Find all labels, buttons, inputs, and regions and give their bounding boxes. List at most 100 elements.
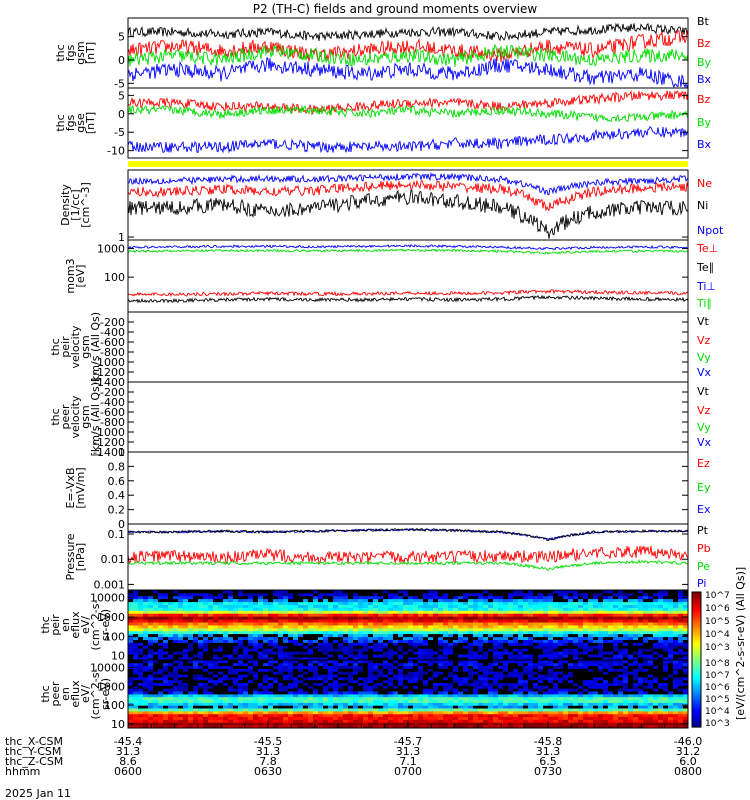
heatmap-cell <box>373 648 379 652</box>
heatmap-cell <box>173 625 179 629</box>
heatmap-cell <box>338 604 344 608</box>
heatmap-cell <box>388 642 394 646</box>
legend-Te∥: Te∥ <box>696 261 714 274</box>
heatmap-cell <box>673 708 679 712</box>
heatmap-cell <box>298 616 304 620</box>
heatmap-cell <box>623 636 629 640</box>
heatmap-cell <box>378 636 384 640</box>
heatmap-cell <box>538 642 544 646</box>
heatmap-cell <box>298 642 304 646</box>
heatmap-cell <box>453 613 459 617</box>
heatmap-cell <box>218 622 224 626</box>
heatmap-cell <box>443 619 449 623</box>
heatmap-cell <box>143 610 149 614</box>
heatmap-cell <box>333 699 339 703</box>
heatmap-cell <box>353 642 359 646</box>
heatmap-cell <box>213 722 219 726</box>
heatmap-cell <box>378 711 384 715</box>
heatmap-cell <box>458 610 464 614</box>
y-tick-label: 0.1 <box>108 528 126 541</box>
heatmap-cell <box>158 694 164 698</box>
heatmap-cell <box>418 651 424 655</box>
heatmap-cell <box>608 654 614 658</box>
heatmap-cell <box>268 645 274 649</box>
heatmap-cell <box>603 713 609 717</box>
heatmap-cell <box>218 716 224 720</box>
heatmap-cell <box>498 688 504 692</box>
y-axis-label-line: thc <box>39 616 52 633</box>
heatmap-cell <box>183 694 189 698</box>
panel-peer_vel: -200-400-600-800-1000-1200-1400thcpeerve… <box>49 378 712 459</box>
heatmap-cell <box>313 713 319 717</box>
heatmap-cell <box>463 595 469 600</box>
heatmap-cell <box>548 642 554 646</box>
heatmap-cell <box>638 696 644 700</box>
heatmap-cell <box>673 639 679 643</box>
heatmap-cell <box>408 725 414 729</box>
heatmap-cell <box>373 674 379 678</box>
heatmap-cell <box>223 688 229 692</box>
heatmap-cell <box>468 651 474 655</box>
heatmap-cell <box>468 691 474 695</box>
heatmap-cell <box>163 616 169 620</box>
heatmap-cell <box>383 685 389 689</box>
heatmap-cell <box>273 716 279 720</box>
legend-Te⊥: Te⊥ <box>696 242 718 255</box>
heatmap-cell <box>318 636 324 640</box>
heatmap-cell <box>183 595 189 600</box>
heatmap-cell <box>563 592 569 597</box>
heatmap-cell <box>303 598 309 603</box>
heatmap-cell <box>508 711 514 715</box>
heatmap-cell <box>333 595 339 600</box>
heatmap-cell <box>173 699 179 703</box>
heatmap-cell <box>573 607 579 611</box>
heatmap-cell <box>663 648 669 652</box>
heatmap-cell <box>193 610 199 614</box>
heatmap-cell <box>263 716 269 720</box>
heatmap-cell <box>133 694 139 698</box>
heatmap-cell <box>408 716 414 720</box>
heatmap-cell <box>178 696 184 700</box>
heatmap-cell <box>558 711 564 715</box>
heatmap-cell <box>343 625 349 629</box>
heatmap-cell <box>148 607 154 611</box>
heatmap-cell <box>268 694 274 698</box>
heatmap-cell <box>678 633 684 638</box>
heatmap-cell <box>308 691 314 695</box>
heatmap-cell <box>563 682 569 686</box>
heatmap-cell <box>238 625 244 629</box>
heatmap-cell <box>238 642 244 646</box>
heatmap-cell <box>403 688 409 692</box>
heatmap-cell <box>418 657 424 661</box>
heatmap-cell <box>163 711 169 715</box>
heatmap-cell <box>283 725 289 729</box>
heatmap-cell <box>528 691 534 695</box>
heatmap-cell <box>548 702 554 706</box>
heatmap-cell <box>653 642 659 646</box>
heatmap-cell <box>628 696 634 700</box>
heatmap-cell <box>478 627 484 632</box>
heatmap-cell <box>623 639 629 643</box>
heatmap-cell <box>143 719 149 723</box>
heatmap-cell <box>368 699 374 703</box>
heatmap-cell <box>243 610 249 614</box>
heatmap-cell <box>518 627 524 632</box>
heatmap-cell <box>453 679 459 683</box>
heatmap-cell <box>523 716 529 720</box>
heatmap-cell <box>648 713 654 717</box>
heatmap-cell <box>558 610 564 614</box>
heatmap-cell <box>253 705 259 709</box>
heatmap-cell <box>483 685 489 689</box>
heatmap-cell <box>618 688 624 692</box>
heatmap-cell <box>193 642 199 646</box>
heatmap-cell <box>233 685 239 689</box>
heatmap-cell <box>648 685 654 689</box>
heatmap-cell <box>153 677 159 681</box>
heatmap-cell <box>233 636 239 640</box>
heatmap-cell <box>498 699 504 703</box>
heatmap-cell <box>138 601 144 605</box>
heatmap-cell <box>518 601 524 605</box>
heatmap-cell <box>328 601 334 605</box>
